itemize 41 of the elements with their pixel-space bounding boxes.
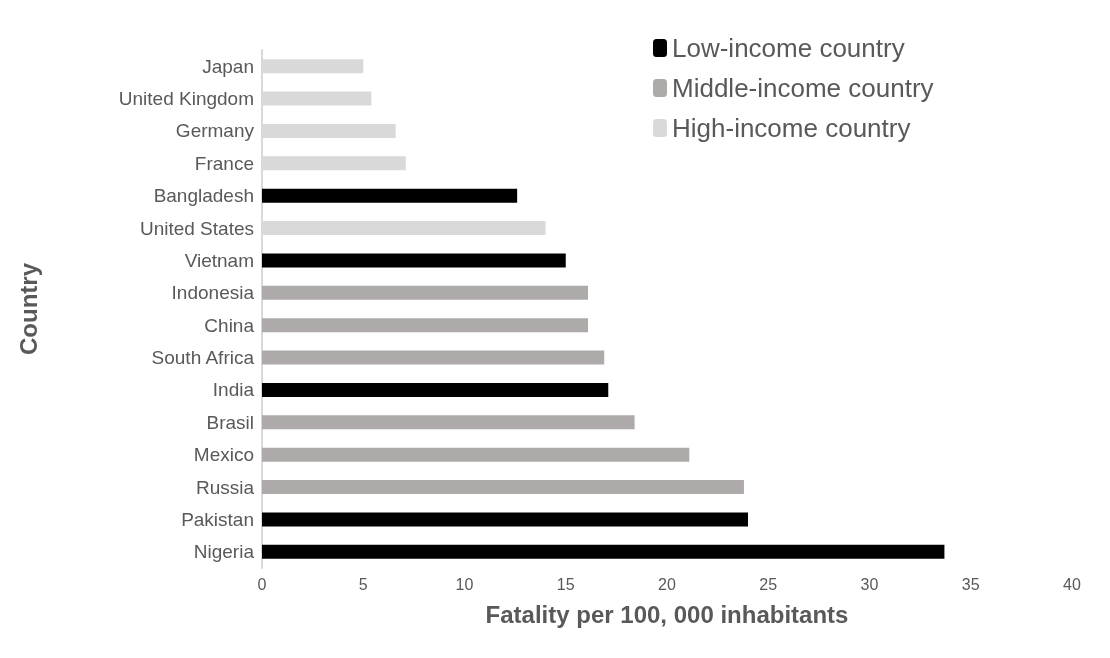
bar <box>262 512 748 527</box>
y-tick-label: Pakistan <box>181 508 254 530</box>
y-tick-label: United States <box>139 217 254 239</box>
y-tick-label: Indonesia <box>171 282 255 304</box>
y-tick-label: Russia <box>195 476 255 498</box>
x-tick-label: 35 <box>961 575 980 593</box>
y-tick-label: United Kingdom <box>118 88 254 110</box>
bar <box>262 188 518 203</box>
y-tick-label: China <box>204 314 255 336</box>
y-tick-label: Japan <box>202 55 254 77</box>
x-axis-title: Fatality per 100, 000 inhabitants <box>485 600 849 628</box>
x-tick-label: 20 <box>658 575 676 593</box>
x-tick-label: 40 <box>1063 575 1081 593</box>
y-tick-label: France <box>194 152 254 174</box>
legend-label: Middle-income country <box>672 73 934 103</box>
bar <box>262 318 589 333</box>
bar <box>262 285 589 300</box>
bar <box>262 447 690 462</box>
x-tick-label: 15 <box>556 575 575 593</box>
y-tick-label: Nigeria <box>193 541 255 563</box>
bar <box>262 480 744 495</box>
x-tick-label: 30 <box>860 575 879 593</box>
bar <box>262 350 605 365</box>
x-tick-label: 0 <box>257 575 267 593</box>
y-tick-label: Germany <box>175 120 255 142</box>
y-tick-label: Brasil <box>206 411 254 433</box>
y-tick-label: India <box>212 379 255 401</box>
x-tick-label: 25 <box>759 575 778 593</box>
y-tick-label: Mexico <box>193 444 254 466</box>
bar <box>262 415 635 430</box>
bar <box>262 544 945 559</box>
x-tick-label: 5 <box>358 575 368 593</box>
y-tick-label: South Africa <box>151 347 255 369</box>
legend-label: Low-income country <box>672 33 905 63</box>
x-tick-label: 10 <box>455 575 474 593</box>
bar <box>262 382 609 397</box>
y-tick-label: Bangladesh <box>153 185 254 207</box>
y-axis-title: Country <box>14 262 42 355</box>
legend-label: High-income country <box>672 113 911 143</box>
y-tick-label: Vietnam <box>184 249 254 271</box>
bar <box>262 253 566 268</box>
